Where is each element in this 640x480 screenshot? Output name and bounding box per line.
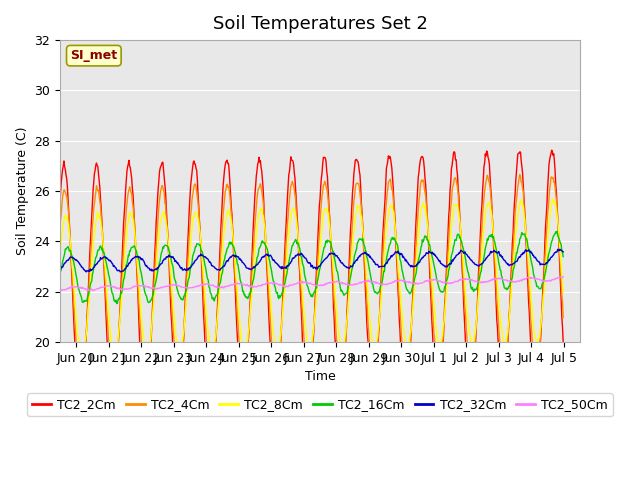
TC2_2Cm (387, 155, 394, 161)
TC2_32Cm (101, 254, 109, 260)
TC2_32Cm (40, 259, 47, 264)
TC2_16Cm (243, 295, 250, 300)
TC2_4Cm (40, 342, 47, 348)
Line: TC2_32Cm: TC2_32Cm (44, 249, 563, 272)
TC2_16Cm (40, 273, 47, 279)
TC2_2Cm (223, 159, 230, 165)
TC2_8Cm (223, 211, 230, 217)
TC2_4Cm (77, 381, 84, 387)
TC2_32Cm (223, 258, 230, 264)
TC2_8Cm (101, 265, 109, 271)
TC2_4Cm (516, 172, 524, 178)
TC2_16Cm (197, 246, 205, 252)
TC2_32Cm (556, 246, 564, 252)
TC2_50Cm (56, 288, 64, 294)
TC2_32Cm (243, 264, 250, 270)
TC2_50Cm (358, 280, 365, 286)
TC2_2Cm (197, 243, 205, 249)
TC2_8Cm (548, 196, 556, 202)
TC2_16Cm (553, 228, 561, 234)
TC2_16Cm (358, 237, 365, 242)
TC2_50Cm (223, 284, 230, 289)
TC2_2Cm (358, 199, 365, 205)
TC2_8Cm (243, 345, 250, 350)
TC2_50Cm (197, 282, 205, 288)
Y-axis label: Soil Temperature (C): Soil Temperature (C) (16, 127, 29, 255)
TC2_50Cm (40, 285, 47, 291)
Line: TC2_8Cm: TC2_8Cm (44, 199, 563, 358)
TC2_16Cm (559, 254, 567, 260)
TC2_4Cm (101, 278, 109, 284)
TC2_32Cm (197, 251, 205, 257)
TC2_32Cm (358, 252, 365, 257)
Line: TC2_16Cm: TC2_16Cm (44, 231, 563, 304)
TC2_4Cm (243, 361, 250, 367)
TC2_32Cm (559, 249, 567, 255)
TC2_50Cm (559, 274, 567, 280)
Line: TC2_4Cm: TC2_4Cm (44, 175, 563, 384)
TC2_16Cm (223, 249, 230, 254)
TC2_2Cm (43, 405, 51, 411)
TC2_4Cm (358, 204, 365, 209)
TC2_32Cm (52, 269, 60, 275)
X-axis label: Time: Time (305, 370, 335, 383)
TC2_32Cm (387, 255, 394, 261)
TC2_8Cm (358, 213, 365, 219)
Line: TC2_2Cm: TC2_2Cm (44, 150, 563, 408)
TC2_4Cm (197, 240, 205, 246)
TC2_8Cm (387, 203, 394, 208)
TC2_16Cm (101, 256, 109, 262)
TC2_2Cm (101, 294, 109, 300)
TC2_16Cm (48, 301, 56, 307)
TC2_8Cm (47, 355, 54, 361)
TC2_2Cm (40, 366, 47, 372)
TC2_4Cm (223, 182, 230, 188)
TC2_4Cm (387, 176, 394, 182)
TC2_8Cm (559, 289, 567, 295)
TC2_4Cm (559, 315, 567, 321)
Legend: TC2_2Cm, TC2_4Cm, TC2_8Cm, TC2_16Cm, TC2_32Cm, TC2_50Cm: TC2_2Cm, TC2_4Cm, TC2_8Cm, TC2_16Cm, TC2… (27, 394, 613, 417)
Text: SI_met: SI_met (70, 49, 117, 62)
TC2_50Cm (101, 283, 109, 289)
Line: TC2_50Cm: TC2_50Cm (44, 277, 563, 291)
TC2_8Cm (197, 240, 205, 246)
TC2_16Cm (387, 240, 394, 246)
TC2_50Cm (387, 280, 394, 286)
TC2_2Cm (243, 375, 250, 381)
TC2_2Cm (548, 147, 556, 153)
TC2_8Cm (40, 313, 47, 319)
TC2_50Cm (243, 282, 250, 288)
Title: Soil Temperatures Set 2: Soil Temperatures Set 2 (212, 15, 428, 33)
TC2_2Cm (559, 339, 567, 345)
